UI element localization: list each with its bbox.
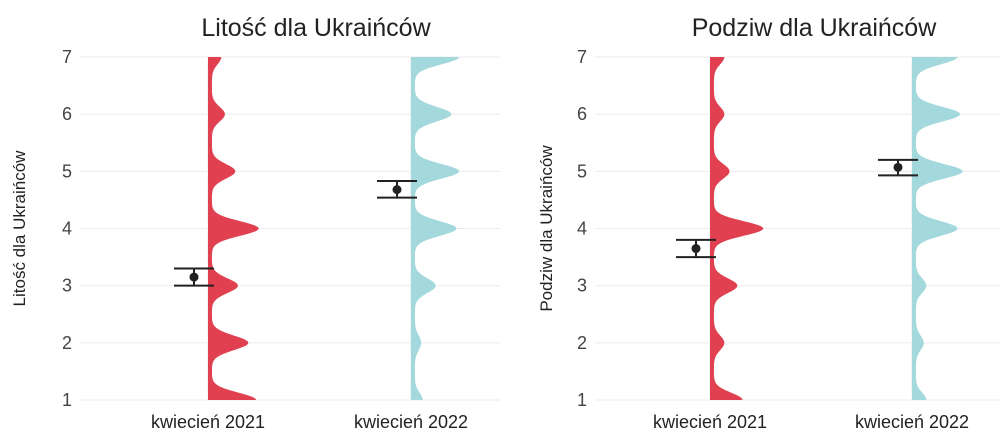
y-tick-label: 7 xyxy=(62,47,72,67)
violin-2 xyxy=(912,57,963,400)
x-tick-label: kwiecień 2022 xyxy=(855,412,969,432)
mean-point-1 xyxy=(691,244,701,254)
y-tick-label: 4 xyxy=(577,219,587,239)
chart-title: Podziw dla Ukraińców xyxy=(692,14,937,42)
y-tick-label: 1 xyxy=(62,390,72,410)
y-tick-label: 2 xyxy=(577,333,587,353)
y-tick-label: 2 xyxy=(62,333,72,353)
x-tick-label: kwiecień 2022 xyxy=(354,412,468,432)
y-tick-label: 1 xyxy=(577,390,587,410)
y-tick-label: 7 xyxy=(577,47,587,67)
y-tick-label: 6 xyxy=(62,104,72,124)
violin-2 xyxy=(411,57,460,400)
y-tick-label: 3 xyxy=(577,276,587,296)
y-axis-label: Podziw dla Ukraińców xyxy=(537,145,556,312)
y-tick-label: 3 xyxy=(62,276,72,296)
chart-title: Litość dla Ukraińców xyxy=(201,14,431,42)
y-tick-label: 5 xyxy=(577,161,587,181)
chart-panel-2: 1 2 3 4 5 6 7 kwiecień 2021 kwiecień 2022 Podziw … xyxy=(537,14,1000,432)
x-tick-label: kwiecień 2021 xyxy=(151,412,265,432)
mean-point-2 xyxy=(392,185,402,195)
mean-point-1 xyxy=(189,272,199,282)
chart-panel-1: 1 2 3 4 5 6 7 kwiecień 2021 kwiecień 2022 Litość … xyxy=(10,14,500,432)
y-axis-label: Litość dla Ukraińców xyxy=(10,150,29,307)
x-tick-label: kwiecień 2021 xyxy=(653,412,767,432)
violin-1 xyxy=(208,57,259,400)
y-tick-label: 6 xyxy=(577,104,587,124)
y-tick-label: 5 xyxy=(62,161,72,181)
violin-1 xyxy=(710,57,764,400)
mean-point-2 xyxy=(893,162,903,172)
y-tick-label: 4 xyxy=(62,219,72,239)
